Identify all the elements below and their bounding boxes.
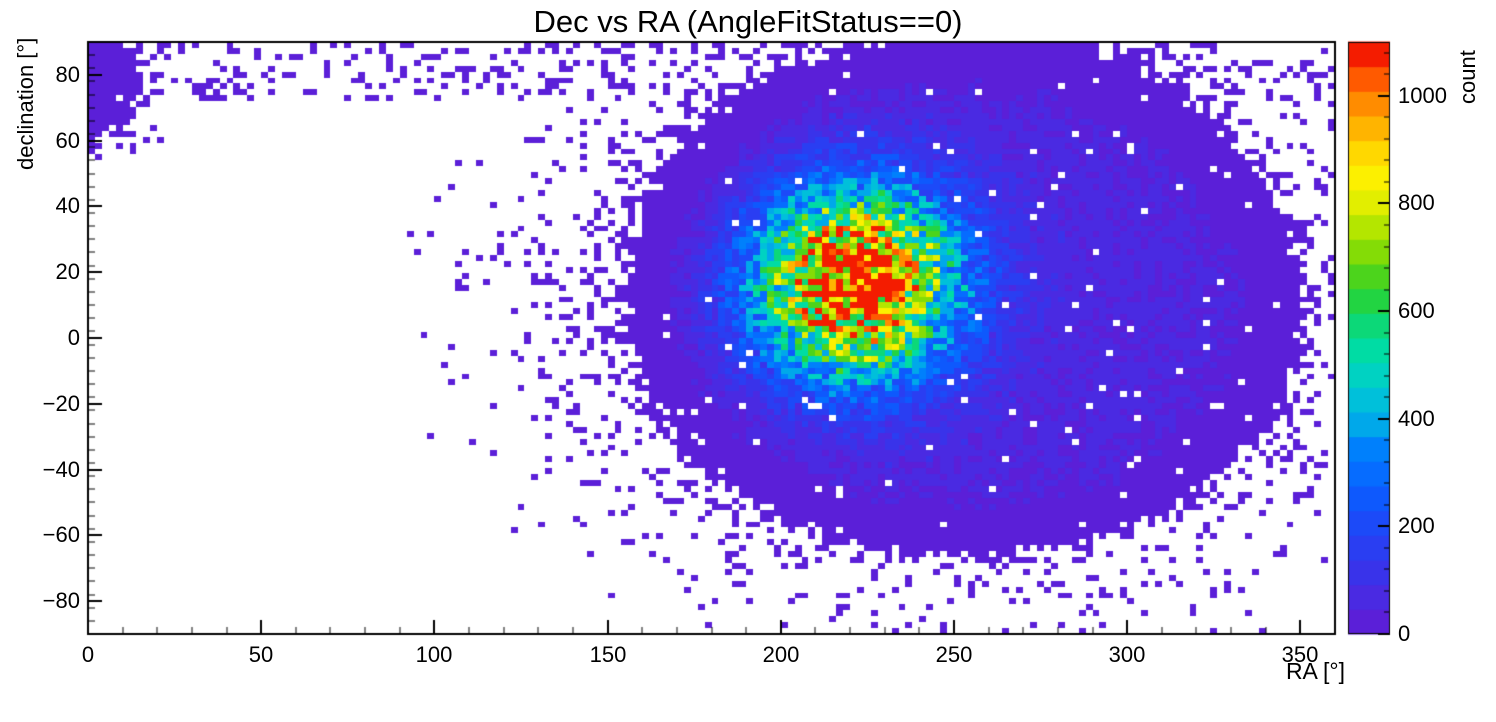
x-tick-label: 100 (415, 642, 453, 667)
colorbar-tick-label: 1000 (1398, 83, 1447, 108)
y-tick-label: 0 (67, 325, 80, 350)
y-tick-label: 20 (55, 259, 80, 284)
x-tick-label: 0 (81, 642, 95, 667)
x-tick-label: 250 (935, 642, 973, 667)
y-tick-label: 80 (55, 62, 80, 87)
x-axis-title: RA [°] (1285, 658, 1345, 684)
colorbar-tick-label: 800 (1398, 190, 1435, 215)
y-tick-label: 60 (55, 128, 80, 153)
y-tick-label: −80 (42, 588, 80, 613)
y-tick-label: −60 (42, 522, 80, 547)
x-tick-label: 300 (1108, 642, 1146, 667)
y-tick-label: −40 (42, 457, 80, 482)
x-tick-label: 200 (762, 642, 800, 667)
colorbar-tick-label: 200 (1398, 513, 1435, 538)
x-tick-label: 50 (248, 642, 274, 667)
x-tick-label: 150 (589, 642, 627, 667)
y-tick-label: 40 (55, 193, 80, 218)
y-tick-label: −20 (42, 391, 80, 416)
colorbar-tick-label: 0 (1398, 621, 1411, 646)
x-tick-label: 350 (1281, 642, 1319, 667)
chart-title: Dec vs RA (AngleFitStatus==0) (533, 4, 963, 39)
colorbar-tick-label: 600 (1398, 298, 1435, 323)
colorbar-tick-label: 400 (1398, 406, 1435, 431)
